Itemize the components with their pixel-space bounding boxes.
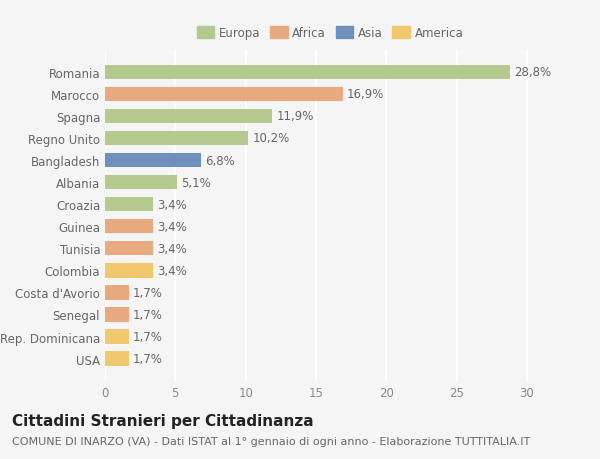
Text: 3,4%: 3,4% bbox=[157, 220, 187, 233]
Text: 3,4%: 3,4% bbox=[157, 264, 187, 277]
Bar bbox=[105, 154, 200, 168]
Bar bbox=[105, 88, 343, 102]
Text: 5,1%: 5,1% bbox=[181, 176, 211, 189]
Bar bbox=[105, 219, 153, 234]
Bar bbox=[105, 352, 129, 366]
Text: COMUNE DI INARZO (VA) - Dati ISTAT al 1° gennaio di ogni anno - Elaborazione TUT: COMUNE DI INARZO (VA) - Dati ISTAT al 1°… bbox=[12, 436, 530, 446]
Text: Cittadini Stranieri per Cittadinanza: Cittadini Stranieri per Cittadinanza bbox=[12, 413, 314, 428]
Bar bbox=[105, 132, 248, 146]
Text: 1,7%: 1,7% bbox=[133, 308, 163, 321]
Bar bbox=[105, 175, 177, 190]
Bar bbox=[105, 263, 153, 278]
Bar bbox=[105, 285, 129, 300]
Text: 28,8%: 28,8% bbox=[514, 66, 551, 79]
Text: 1,7%: 1,7% bbox=[133, 353, 163, 365]
Text: 11,9%: 11,9% bbox=[277, 110, 314, 123]
Text: 1,7%: 1,7% bbox=[133, 286, 163, 299]
Text: 6,8%: 6,8% bbox=[205, 154, 235, 167]
Bar bbox=[105, 110, 272, 124]
Text: 3,4%: 3,4% bbox=[157, 242, 187, 255]
Text: 10,2%: 10,2% bbox=[253, 132, 290, 145]
Text: 3,4%: 3,4% bbox=[157, 198, 187, 211]
Bar bbox=[105, 330, 129, 344]
Legend: Europa, Africa, Asia, America: Europa, Africa, Asia, America bbox=[193, 23, 467, 44]
Text: 16,9%: 16,9% bbox=[347, 88, 384, 101]
Bar bbox=[105, 197, 153, 212]
Text: 1,7%: 1,7% bbox=[133, 330, 163, 343]
Bar bbox=[105, 308, 129, 322]
Bar bbox=[105, 241, 153, 256]
Bar bbox=[105, 66, 510, 80]
